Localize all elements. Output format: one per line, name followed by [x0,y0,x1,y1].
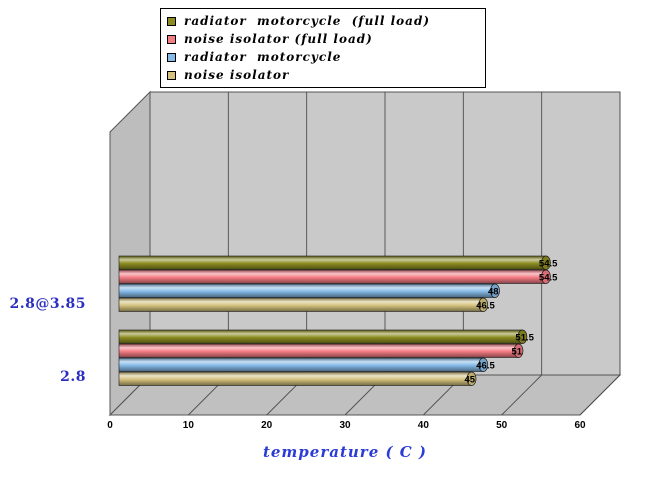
legend-label: noise isolator [184,68,290,82]
bar-value-label: 45 [465,374,476,385]
bar-value-label: 46.5 [476,300,495,311]
bar-end-cap [466,371,477,386]
floor-gridline [579,374,621,416]
x-tick-label: 20 [261,420,273,431]
x-tick-label: 0 [107,420,113,431]
legend-swatch-series1 [167,16,176,26]
legend-label: radiator motorcycle [184,50,342,64]
x-tick-label: 50 [496,420,508,431]
x-tick-label: 10 [183,420,195,431]
x-tick-label: 60 [574,420,586,431]
bar-end-cap [478,357,489,372]
x-tick-label: 40 [418,420,430,431]
bar-s4-c1 [118,297,484,312]
bar-end-cap [490,283,500,298]
bar-s2-c2 [118,343,519,358]
category-label-bottom: 2.8 [60,369,86,385]
x-tick-label: 30 [339,420,351,431]
x-axis-title: temperature ( C ) [262,443,428,461]
bar-s2-c1 [118,269,547,284]
category-label-top: 2.8@3.85 [9,296,86,312]
bar-s1-c2 [118,329,523,344]
floor-gridline [501,374,542,416]
bar-value-label: 54.5 [539,258,558,269]
legend-swatch-series4 [167,70,176,80]
bar-end-cap [541,255,551,270]
legend-item: radiator motorcycle [167,48,479,66]
bar-end-cap [513,343,524,358]
bar-s4-c2 [118,371,472,386]
legend-label: noise isolator (full load) [184,32,373,46]
legend-swatch-series2 [167,34,176,44]
bar-end-cap [541,269,551,284]
bar-end-cap [517,329,528,344]
bar-s1-c1 [118,255,547,270]
legend-item: noise isolator (full load) [167,30,479,48]
legend-swatch-series3 [167,52,176,62]
legend-item: noise isolator [167,66,479,84]
legend-item: radiator motorcycle (full load) [167,12,479,30]
bar-value-label: 46.5 [476,360,495,371]
bar-end-cap [478,297,489,312]
bar-value-label: 51.5 [515,332,534,343]
legend-label: radiator motorcycle (full load) [184,14,431,28]
bar-value-label: 48 [488,286,499,297]
chart-legend: radiator motorcycle (full load) noise is… [160,8,486,88]
bar-value-label: 54.5 [539,272,558,283]
bar-s3-c1 [118,283,496,298]
bar-value-label: 51 [512,346,523,357]
bar-s3-c2 [118,357,484,372]
